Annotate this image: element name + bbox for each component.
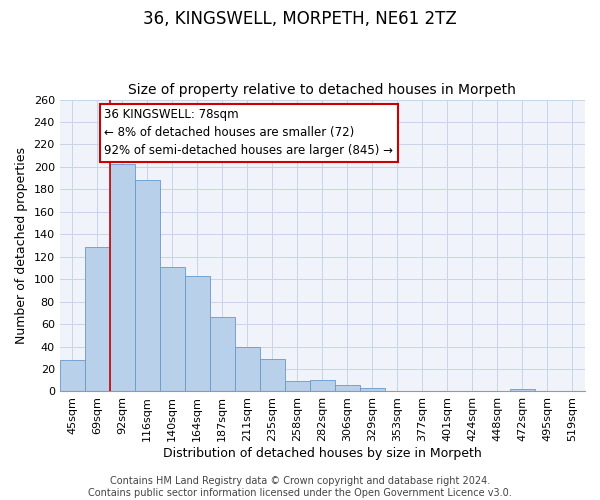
Title: Size of property relative to detached houses in Morpeth: Size of property relative to detached ho… xyxy=(128,83,516,97)
Bar xyxy=(335,384,360,392)
Bar xyxy=(110,164,135,392)
Bar xyxy=(310,380,335,392)
Bar xyxy=(160,267,185,392)
X-axis label: Distribution of detached houses by size in Morpeth: Distribution of detached houses by size … xyxy=(163,447,482,460)
Bar xyxy=(235,346,260,392)
Y-axis label: Number of detached properties: Number of detached properties xyxy=(15,147,28,344)
Bar xyxy=(285,382,310,392)
Text: Contains HM Land Registry data © Crown copyright and database right 2024.
Contai: Contains HM Land Registry data © Crown c… xyxy=(88,476,512,498)
Bar xyxy=(360,388,385,392)
Bar xyxy=(210,318,235,392)
Text: 36, KINGSWELL, MORPETH, NE61 2TZ: 36, KINGSWELL, MORPETH, NE61 2TZ xyxy=(143,10,457,28)
Bar xyxy=(59,360,85,392)
Bar xyxy=(85,246,110,392)
Bar xyxy=(185,276,210,392)
Bar xyxy=(135,180,160,392)
Bar xyxy=(260,359,285,392)
Text: 36 KINGSWELL: 78sqm
← 8% of detached houses are smaller (72)
92% of semi-detache: 36 KINGSWELL: 78sqm ← 8% of detached hou… xyxy=(104,108,394,158)
Bar xyxy=(510,389,535,392)
